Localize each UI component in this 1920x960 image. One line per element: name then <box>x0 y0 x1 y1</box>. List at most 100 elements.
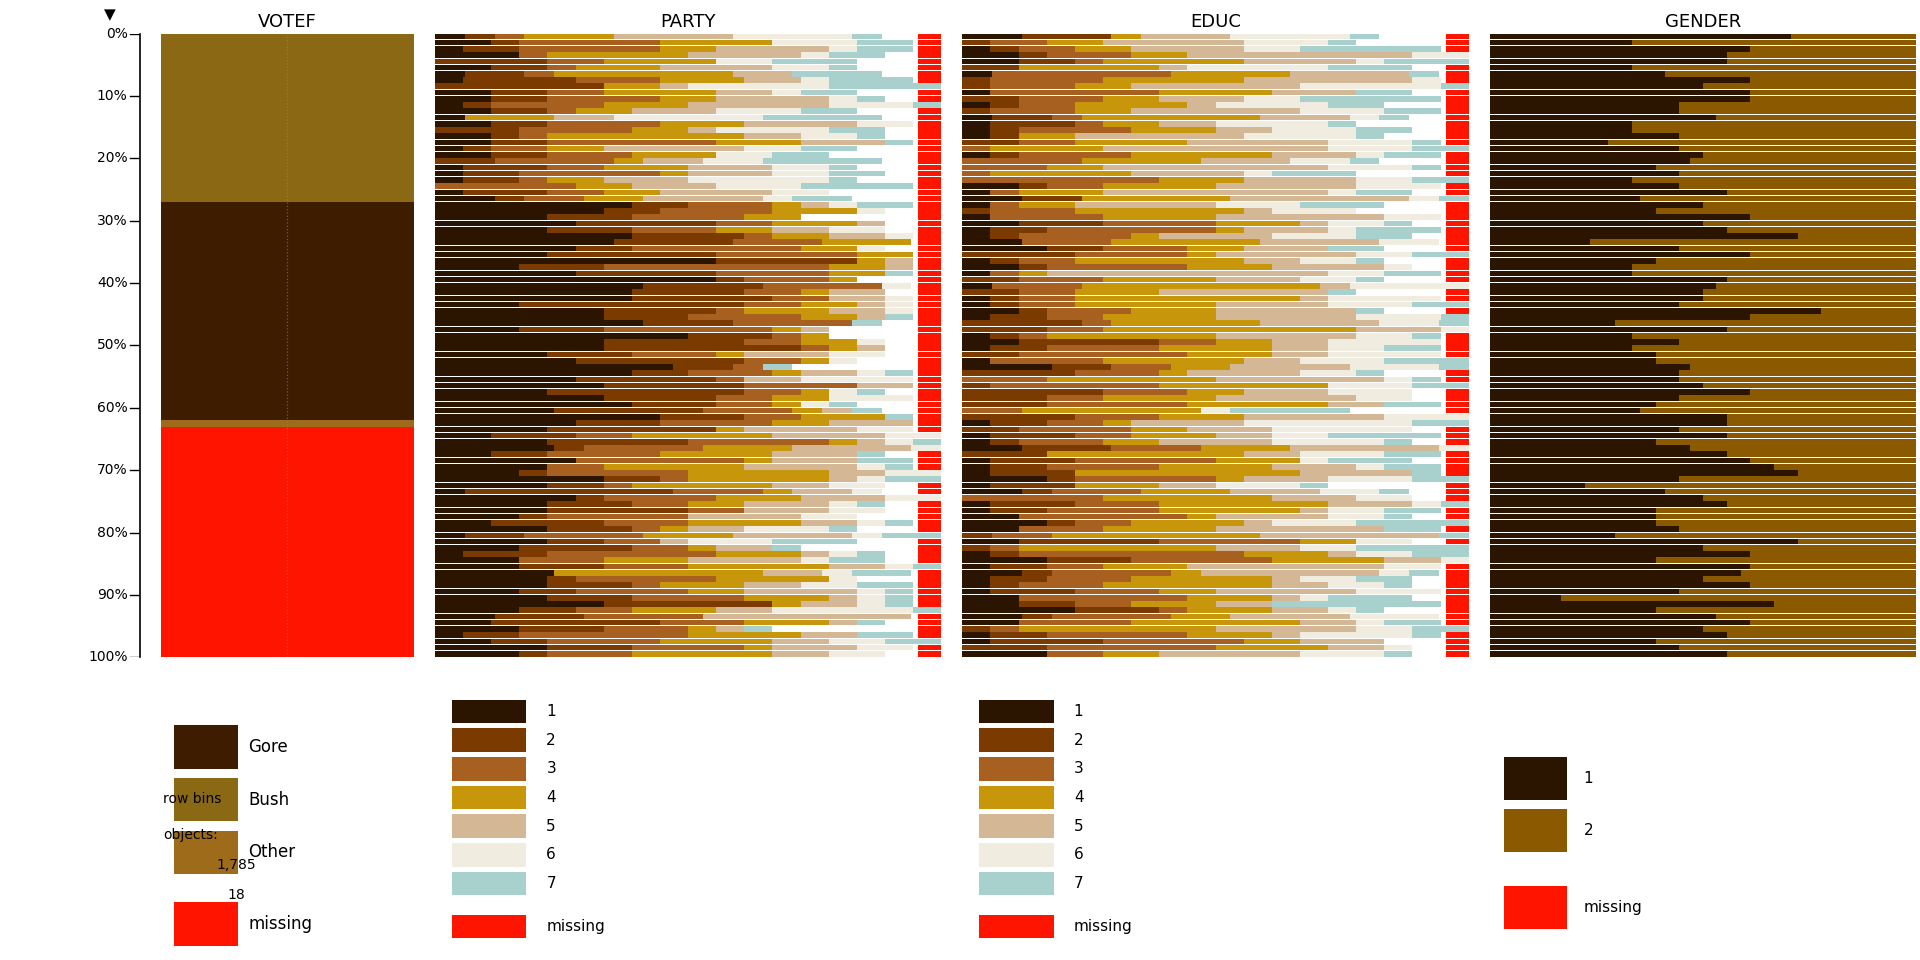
Bar <box>1490 64 1632 70</box>
Bar <box>436 258 716 264</box>
Text: 6: 6 <box>1073 848 1083 862</box>
Text: 5: 5 <box>1073 819 1083 833</box>
Bar <box>465 489 674 494</box>
Bar <box>962 408 1021 414</box>
Bar <box>1160 464 1271 469</box>
Bar <box>991 89 1160 95</box>
Bar <box>1490 408 1640 414</box>
Bar <box>801 551 829 557</box>
Bar <box>1020 595 1187 601</box>
Bar <box>716 227 772 232</box>
Bar <box>1490 233 1797 239</box>
Bar <box>1490 583 1751 588</box>
Bar <box>918 308 941 314</box>
Bar <box>1300 620 1356 626</box>
Bar <box>1131 520 1244 526</box>
Bar <box>962 520 1046 526</box>
Bar <box>1131 233 1160 239</box>
Bar <box>555 114 614 120</box>
Bar <box>1680 396 1916 401</box>
Bar <box>962 196 1021 202</box>
Bar <box>436 196 495 202</box>
Bar <box>856 383 914 389</box>
Bar <box>1446 401 1469 407</box>
Bar <box>1356 576 1413 582</box>
Bar <box>1490 208 1655 214</box>
Bar <box>1379 570 1409 576</box>
Bar <box>822 239 912 245</box>
Bar <box>962 476 1046 482</box>
Bar <box>1020 189 1102 195</box>
Bar <box>745 414 801 420</box>
Bar <box>991 189 1020 195</box>
Bar <box>1490 539 1797 544</box>
Bar <box>451 814 526 838</box>
Bar <box>1446 133 1469 139</box>
Bar <box>518 301 745 307</box>
Bar <box>962 626 991 632</box>
Bar <box>772 227 829 232</box>
Bar <box>1490 526 1680 532</box>
Bar <box>962 458 991 464</box>
Bar <box>632 583 660 588</box>
Bar <box>1187 102 1215 108</box>
Bar <box>1655 358 1916 364</box>
Bar <box>1490 564 1751 569</box>
Bar <box>1490 59 1726 64</box>
Bar <box>547 576 576 582</box>
Bar <box>161 420 415 426</box>
Bar <box>1490 152 1703 157</box>
Bar <box>436 576 547 582</box>
Bar <box>1632 333 1916 339</box>
Bar <box>547 214 632 220</box>
Bar <box>1632 127 1916 132</box>
Bar <box>1703 221 1916 227</box>
Bar <box>856 301 885 307</box>
Bar <box>918 239 941 245</box>
Bar <box>962 588 991 594</box>
Bar <box>1329 189 1356 195</box>
Bar <box>1160 508 1300 514</box>
Bar <box>1446 595 1469 601</box>
Bar <box>1046 576 1131 582</box>
Text: Other: Other <box>248 843 296 861</box>
Bar <box>918 520 941 526</box>
Bar <box>436 414 660 420</box>
Bar <box>829 508 885 514</box>
Bar <box>991 314 1046 320</box>
Bar <box>436 301 518 307</box>
Bar <box>1703 383 1916 389</box>
Bar <box>1046 651 1102 657</box>
Bar <box>1490 439 1655 444</box>
Bar <box>1271 233 1356 239</box>
Bar <box>1446 458 1469 464</box>
Bar <box>436 514 518 519</box>
Bar <box>1690 445 1916 451</box>
Bar <box>1131 620 1300 626</box>
Bar <box>1329 102 1384 108</box>
Bar <box>463 146 492 152</box>
Bar <box>1244 476 1329 482</box>
Bar <box>632 433 772 439</box>
Bar <box>1751 551 1916 557</box>
Bar <box>1490 364 1690 370</box>
Bar <box>1490 351 1655 357</box>
Bar <box>1215 333 1356 339</box>
Bar <box>1020 351 1187 357</box>
Bar <box>762 364 793 370</box>
Bar <box>1102 389 1187 395</box>
Bar <box>918 208 941 214</box>
Bar <box>614 34 733 39</box>
Bar <box>962 202 991 207</box>
Bar <box>918 214 941 220</box>
Bar <box>1446 470 1469 476</box>
Bar <box>856 121 914 127</box>
Bar <box>436 464 547 469</box>
Bar <box>436 626 518 632</box>
Bar <box>716 183 801 189</box>
Bar <box>772 420 829 426</box>
Bar <box>1200 445 1290 451</box>
Bar <box>643 158 703 164</box>
Bar <box>547 164 603 170</box>
Bar <box>436 289 632 295</box>
